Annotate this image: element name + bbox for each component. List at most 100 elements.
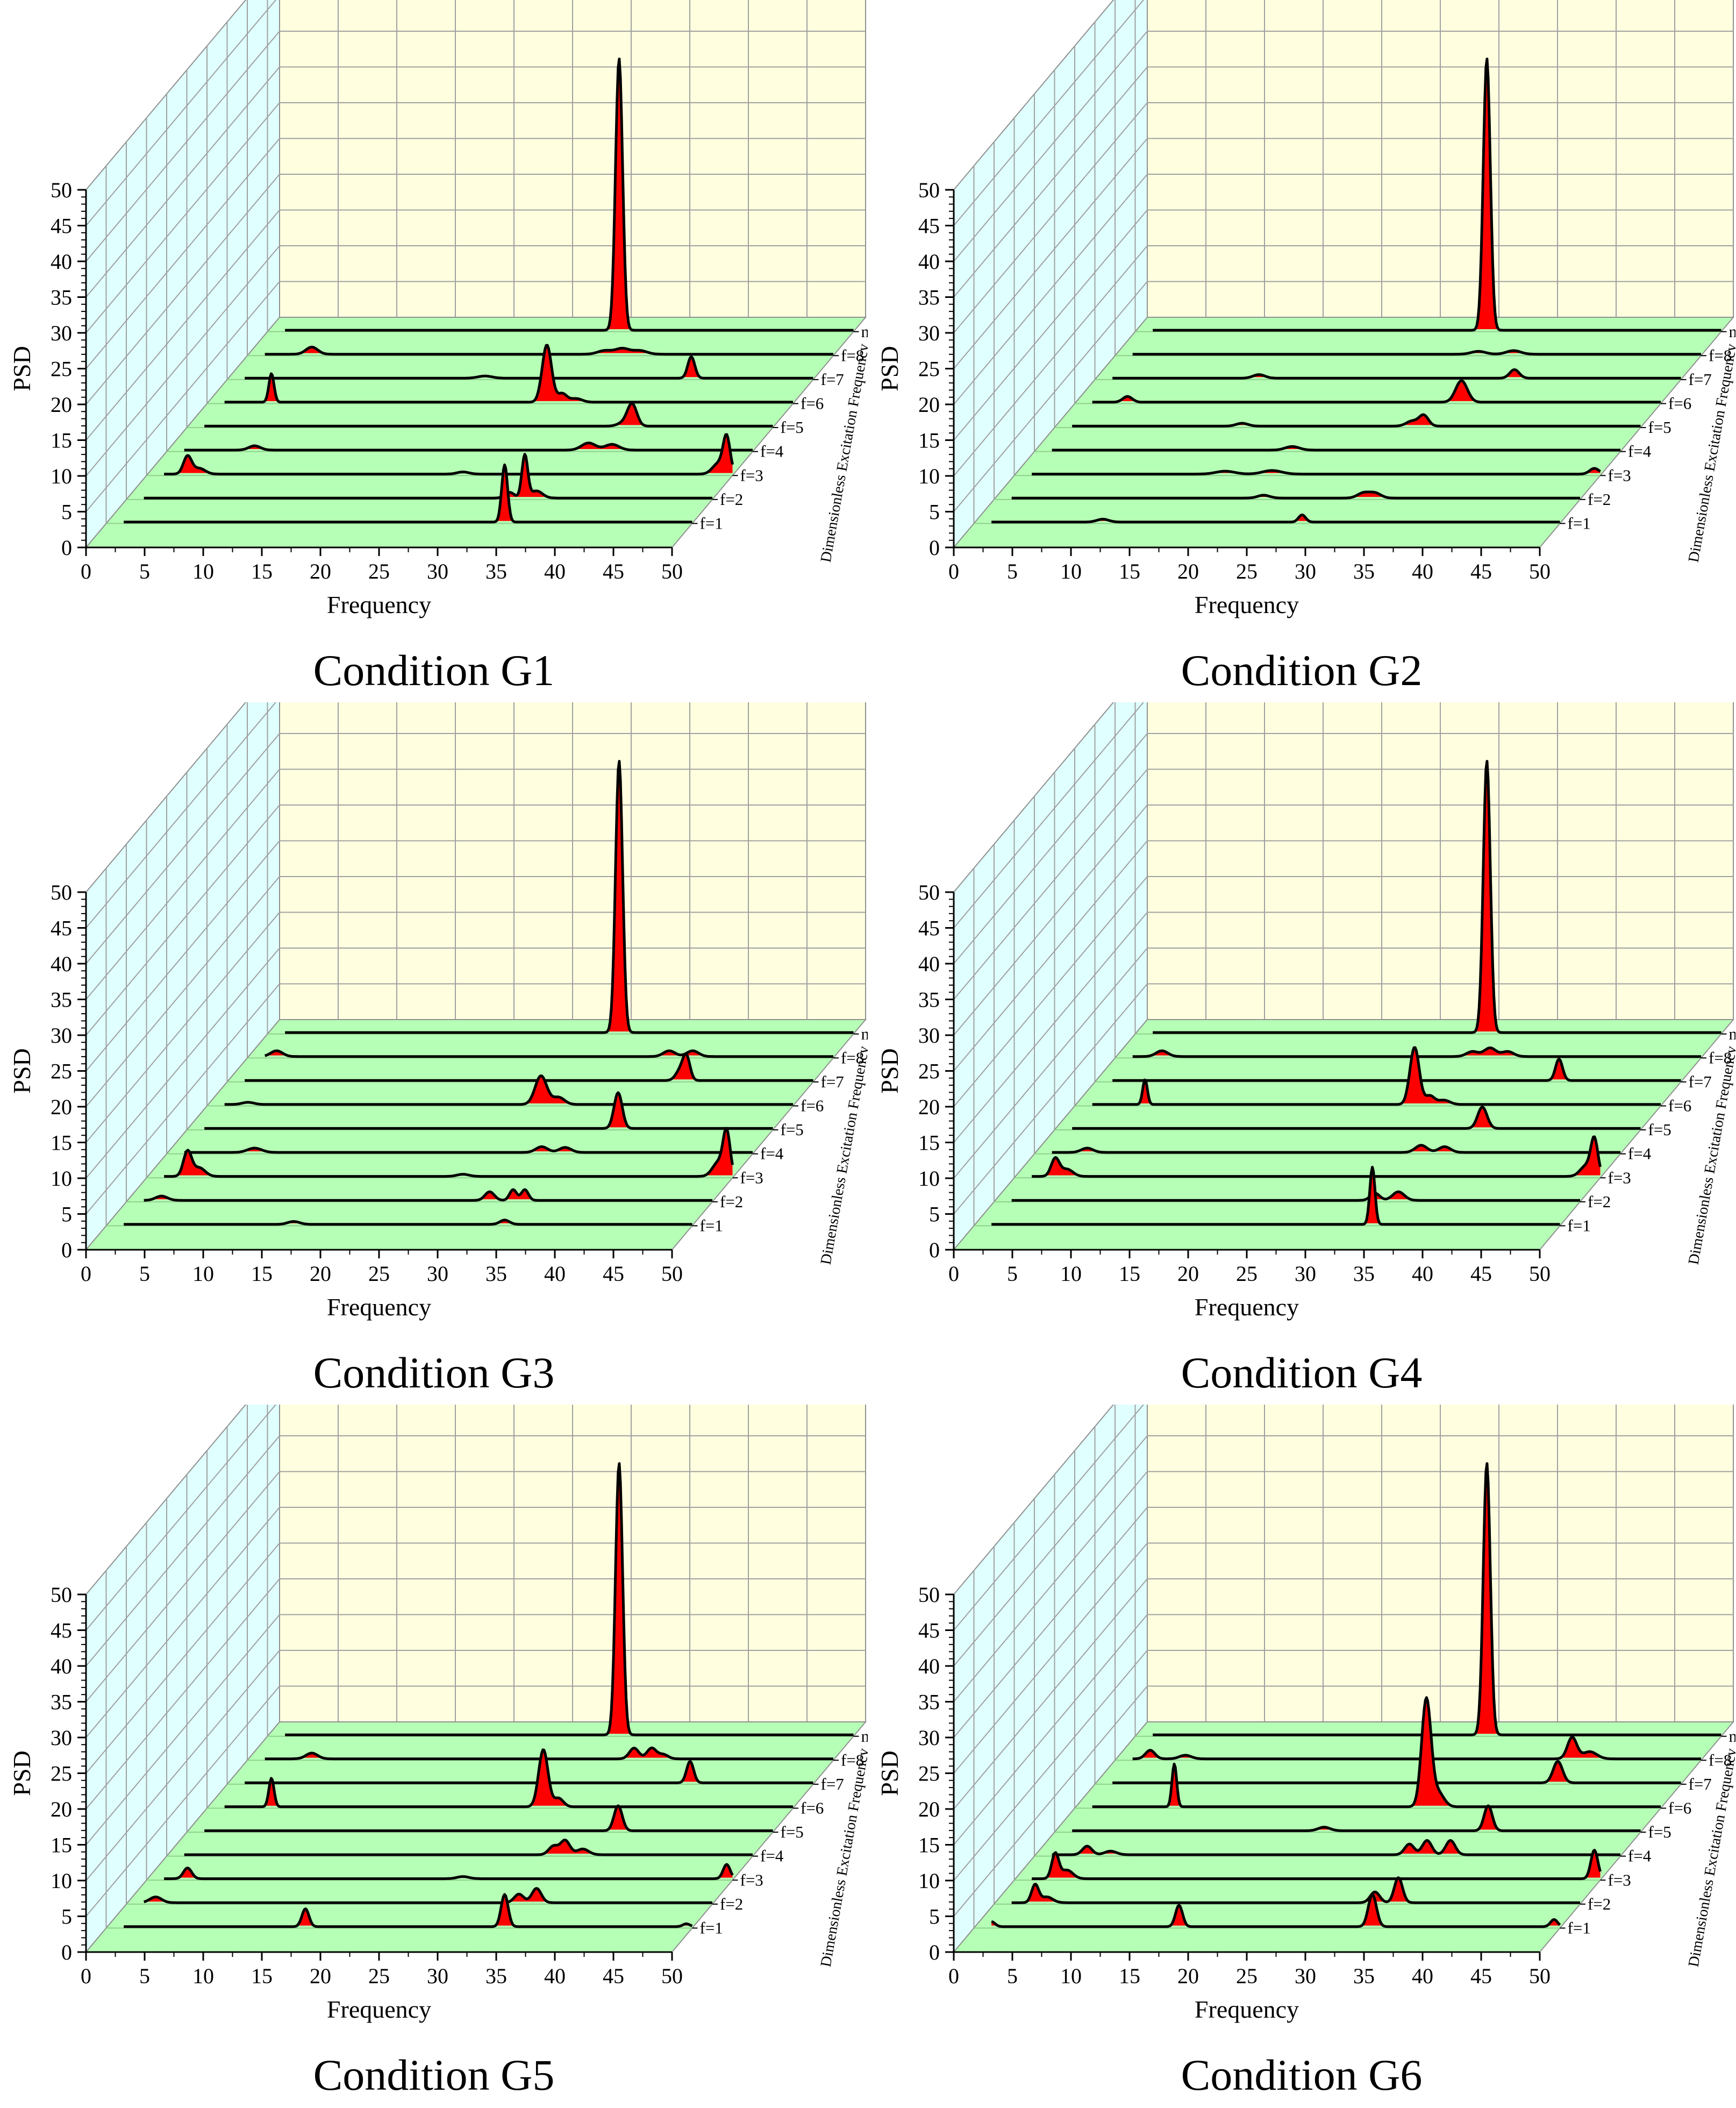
series-f-2 — [1011, 1190, 1581, 1202]
y-axis-label: PSD — [876, 346, 903, 391]
series-f-1 — [123, 1893, 693, 1928]
x-tick-label: 45 — [603, 1262, 624, 1286]
row-label: no jet — [861, 322, 868, 341]
y-tick-label: 40 — [51, 250, 72, 274]
floor-grid — [106, 1033, 854, 1227]
series-f-6 — [1092, 1696, 1661, 1808]
series-line — [1071, 1804, 1641, 1832]
caption-g4: Condition G4 — [1181, 1348, 1423, 1397]
floor-grid — [106, 1735, 854, 1929]
row-label: f=3 — [1608, 466, 1631, 485]
y-tick-label: 5 — [61, 1905, 72, 1929]
series-line — [1052, 1144, 1621, 1154]
y-tick-label: 30 — [51, 1023, 72, 1048]
series-fill — [204, 403, 773, 426]
axes: 0 5 10 15 20 25 30 35 40 45 50 0 5 10 15 20 25 30 35 40 45 50 — [51, 1583, 683, 1988]
x-tick-label: 20 — [1177, 1262, 1199, 1286]
row-label: f=6 — [1668, 1096, 1691, 1115]
series-line — [144, 1887, 713, 1904]
y-tick-label: 5 — [929, 1905, 940, 1929]
series-f-5 — [204, 1091, 773, 1130]
series-line — [1071, 1106, 1641, 1130]
x-tick-label: 50 — [661, 1262, 683, 1286]
grid-lines — [953, 702, 1733, 1226]
y-tick-label: 25 — [918, 1762, 940, 1786]
series-line — [991, 514, 1560, 524]
series-f-4 — [184, 1839, 753, 1856]
axes: 0 5 10 15 20 25 30 35 40 45 50 0 5 10 15 20 25 30 35 40 45 50 — [918, 1583, 1551, 1988]
series-line — [244, 1052, 813, 1082]
series-line — [991, 1165, 1560, 1226]
row-label: f=2 — [1588, 490, 1611, 509]
y-tick-label: 30 — [918, 1023, 940, 1048]
x-tick-label: 10 — [1060, 559, 1082, 583]
y-tick-label: 45 — [51, 214, 72, 238]
series-no-jet — [284, 760, 854, 1034]
x-tick-label: 15 — [251, 559, 273, 583]
axes: 0 5 10 15 20 25 30 35 40 45 50 0 5 10 15 20 25 30 35 40 45 50 — [51, 178, 683, 583]
y-tick-label: 15 — [918, 429, 940, 453]
y-tick-label: 40 — [918, 952, 940, 976]
x-tick-label: 30 — [427, 559, 448, 583]
x-tick-label: 50 — [661, 1964, 683, 1988]
series-f-6 — [1092, 379, 1661, 404]
y-tick-label: 25 — [51, 1059, 72, 1084]
series-f-6 — [224, 1748, 794, 1808]
row-label: f=5 — [1648, 1822, 1671, 1841]
row-label: f=8 — [1709, 1048, 1732, 1067]
x-tick-label: 0 — [948, 1964, 959, 1988]
series-f-3 — [1031, 467, 1601, 476]
x-tick-label: 45 — [603, 1964, 624, 1988]
y-tick-label: 10 — [51, 1166, 72, 1191]
x-tick-label: 25 — [1236, 1262, 1258, 1286]
x-tick-label: 0 — [948, 559, 959, 583]
series-f-5 — [1071, 413, 1641, 428]
axes: 0 5 10 15 20 25 30 35 40 45 50 0 5 10 15 20 25 30 35 40 45 50 — [918, 880, 1551, 1286]
series-fill — [1052, 1840, 1620, 1855]
row-label: f=4 — [760, 1144, 784, 1163]
x-axis-label: Frequency — [327, 1293, 431, 1321]
series-line — [1031, 1849, 1602, 1881]
grid-lines — [85, 0, 866, 524]
x-tick-label: 0 — [81, 1262, 91, 1286]
x-tick-label: 40 — [544, 1964, 566, 1988]
x-tick-label: 5 — [1007, 1262, 1018, 1286]
row-label: no jet — [1729, 1024, 1736, 1043]
row-label: f=5 — [781, 418, 804, 437]
row-label: f=7 — [821, 1775, 844, 1793]
series-f-2 — [1011, 1876, 1581, 1904]
x-tick-label: 15 — [251, 1262, 273, 1286]
chart-g6: no jet f=8 f=7 f=6 f=5 f=4 f=3 f=2 f=1 0 5 10 15 20 25… — [876, 1405, 1735, 2023]
y-tick-label: 5 — [929, 500, 940, 524]
x-tick-label: 40 — [544, 1262, 566, 1286]
series-f-2 — [1011, 490, 1581, 500]
row-label: f=3 — [1608, 1870, 1631, 1889]
series-line — [1092, 1046, 1661, 1106]
row-label: f=8 — [1709, 1750, 1732, 1769]
row-label: f=1 — [700, 514, 723, 532]
series-line — [244, 1760, 813, 1784]
x-tick-label: 50 — [1529, 559, 1551, 583]
series-f-2 — [144, 453, 713, 500]
panel-g2: no jet f=8 f=7 f=6 f=5 f=4 f=3 f=2 f=1 0 5 10 15 20 25… — [868, 0, 1735, 702]
series-f-8 — [1132, 349, 1702, 356]
row-label: f=6 — [801, 1096, 824, 1115]
series-line — [1152, 1462, 1721, 1736]
y-tick-label: 10 — [918, 1869, 940, 1893]
x-tick-label: 25 — [1236, 1964, 1258, 1988]
x-axis-label: Frequency — [327, 1996, 431, 2023]
x-tick-label: 10 — [192, 1262, 214, 1286]
row-label: f=7 — [821, 1072, 844, 1091]
x-tick-label: 35 — [485, 1262, 507, 1286]
y-tick-label: 20 — [51, 1797, 72, 1821]
y-tick-label: 10 — [51, 464, 72, 488]
y-axis-label: PSD — [876, 1048, 903, 1093]
y-tick-label: 10 — [918, 464, 940, 488]
y-tick-label: 30 — [51, 321, 72, 345]
y-tick-label: 35 — [918, 1690, 940, 1714]
x-tick-label: 50 — [1529, 1262, 1551, 1286]
row-label: f=3 — [740, 1870, 763, 1889]
series-line — [1011, 1190, 1581, 1202]
y-tick-label: 20 — [51, 393, 72, 417]
series-f-3 — [1031, 1135, 1602, 1178]
